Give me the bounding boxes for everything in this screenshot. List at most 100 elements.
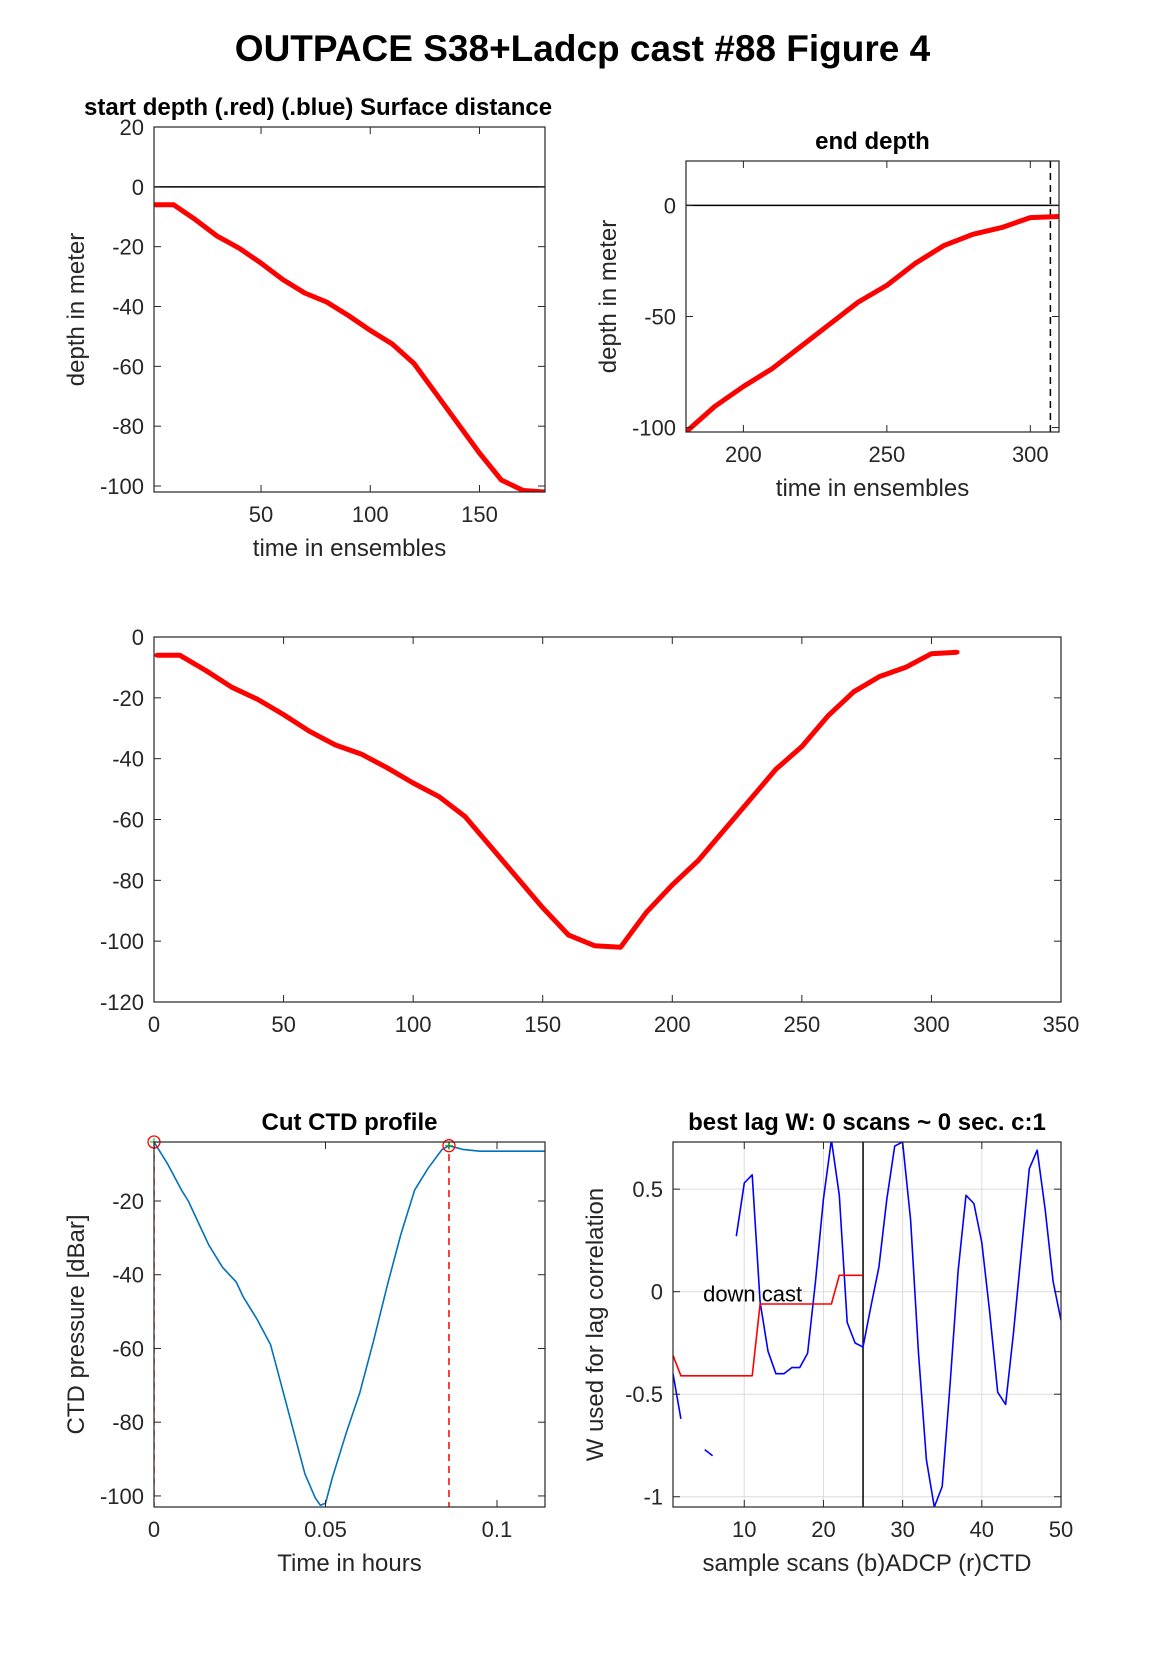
x-tick-label: 250 [783, 1012, 820, 1037]
x-tick-label: 150 [461, 502, 498, 527]
y-tick-label: -60 [112, 808, 144, 833]
x-axis-label: time in ensembles [253, 535, 446, 562]
x-tick-label: 0.05 [304, 1517, 347, 1542]
x-tick-label: 20 [811, 1517, 835, 1542]
chart-full: 0 50 100 150 200 250 300 350 -120 -100 -80 -60 -40 -2… [100, 625, 1079, 1037]
data-point [333, 742, 338, 748]
data-point [229, 684, 234, 690]
data-point [215, 234, 220, 239]
chart-title: best lag W: 0 scans ~ 0 sec. c:1 [688, 1109, 1046, 1136]
data-point [324, 299, 329, 305]
x-tick-label: 0 [148, 1012, 160, 1037]
data-point [712, 404, 717, 409]
x-tick-label: 0 [148, 1517, 160, 1542]
axes-box [685, 160, 1060, 433]
data-point [462, 814, 468, 819]
data-point [540, 905, 545, 910]
y-tick-label: -40 [112, 295, 144, 320]
data-point [592, 943, 597, 948]
x-tick-label: 50 [1049, 1517, 1073, 1542]
data-point [193, 217, 198, 222]
data-point [644, 910, 649, 915]
data-point [1028, 215, 1033, 220]
y-tick-label: -0.5 [625, 1382, 663, 1407]
y-tick-label: -120 [100, 990, 144, 1015]
x-tick-label: 300 [913, 1012, 950, 1037]
y-axis-label: CTD pressure [dBar] [63, 1214, 90, 1434]
x-tick-label: 150 [524, 1012, 561, 1037]
data-point [385, 765, 390, 770]
data-point [307, 729, 312, 734]
data-point [877, 674, 882, 679]
figure-title: OUTPACE S38+Ladcp cast #88 Figure 4 [234, 28, 931, 69]
y-tick-label: 0.5 [632, 1177, 663, 1202]
y-tick-label: -1 [643, 1485, 663, 1510]
data-point [455, 420, 460, 426]
data-point [825, 713, 830, 719]
cut-point-marker [442, 1139, 456, 1153]
data-point [929, 651, 934, 656]
x-tick-label: 10 [732, 1517, 756, 1542]
chart-start: 50 100 150 -100 -80 -60 -40 -20 0 20 time in ensem… [63, 94, 552, 562]
y-tick-label: -40 [112, 1263, 144, 1288]
series-line-0-0 [154, 202, 545, 492]
data-point [177, 653, 183, 658]
chart-title: start depth (.red) (.blue) Surface dista… [84, 94, 552, 121]
data-point [741, 384, 746, 389]
y-tick-label: 0 [132, 175, 144, 200]
series-line-0-0 [686, 214, 1059, 432]
annotation-label: down cast [703, 1282, 802, 1307]
data-point [970, 232, 976, 237]
y-tick-label: -60 [112, 354, 144, 379]
y-tick-label: -100 [100, 929, 144, 954]
data-point [618, 945, 623, 950]
x-tick-label: 40 [970, 1517, 994, 1542]
data-point [281, 712, 286, 717]
chart-lag: down cast 10 20 30 40 50 -1 -0.5 0 0.5 sample scan… [582, 1109, 1073, 1577]
data-point [280, 277, 286, 282]
series-line-0-0 [673, 1373, 682, 1419]
axes-box [153, 126, 546, 493]
data-point [171, 202, 176, 207]
x-tick-label: 0.1 [482, 1517, 513, 1542]
data-point [520, 488, 526, 492]
data-point [499, 477, 504, 483]
data-point [411, 361, 417, 366]
data-point [696, 858, 701, 863]
plot-area [154, 186, 545, 492]
x-tick-label: 100 [352, 502, 389, 527]
y-axis-label: depth in meter [63, 233, 90, 386]
series-line-0-0 [156, 649, 958, 950]
data-point [203, 668, 209, 673]
data-point [359, 751, 364, 757]
data-point [433, 391, 438, 396]
data-point [514, 875, 519, 880]
data-point [769, 366, 775, 371]
data-point [773, 767, 779, 772]
plot-area [686, 161, 1059, 432]
chart-end: 200 250 300 -100 -50 0 time in ensembles depth … [595, 128, 1060, 502]
data-point [999, 225, 1004, 230]
y-tick-label: -80 [112, 414, 144, 439]
x-tick-label: 50 [249, 502, 273, 527]
y-tick-label: 20 [120, 115, 144, 140]
data-point [855, 299, 861, 305]
y-tick-label: 0 [664, 193, 676, 218]
y-tick-label: -20 [112, 1189, 144, 1214]
data-point [913, 260, 918, 266]
data-point [851, 689, 856, 694]
x-tick-label: 250 [868, 442, 905, 467]
x-axis-label: time in ensembles [776, 475, 969, 502]
data-point [884, 283, 890, 288]
data-point [410, 780, 416, 786]
y-tick-label: -60 [112, 1336, 144, 1361]
data-point [827, 322, 832, 327]
x-tick-label: 350 [1043, 1012, 1080, 1037]
data-point [154, 653, 159, 658]
data-point [747, 797, 753, 802]
x-tick-label: 100 [395, 1012, 432, 1037]
y-tick-label: 0 [132, 625, 144, 650]
series-line-0-0 [154, 1142, 545, 1506]
axes-box [153, 1141, 546, 1508]
